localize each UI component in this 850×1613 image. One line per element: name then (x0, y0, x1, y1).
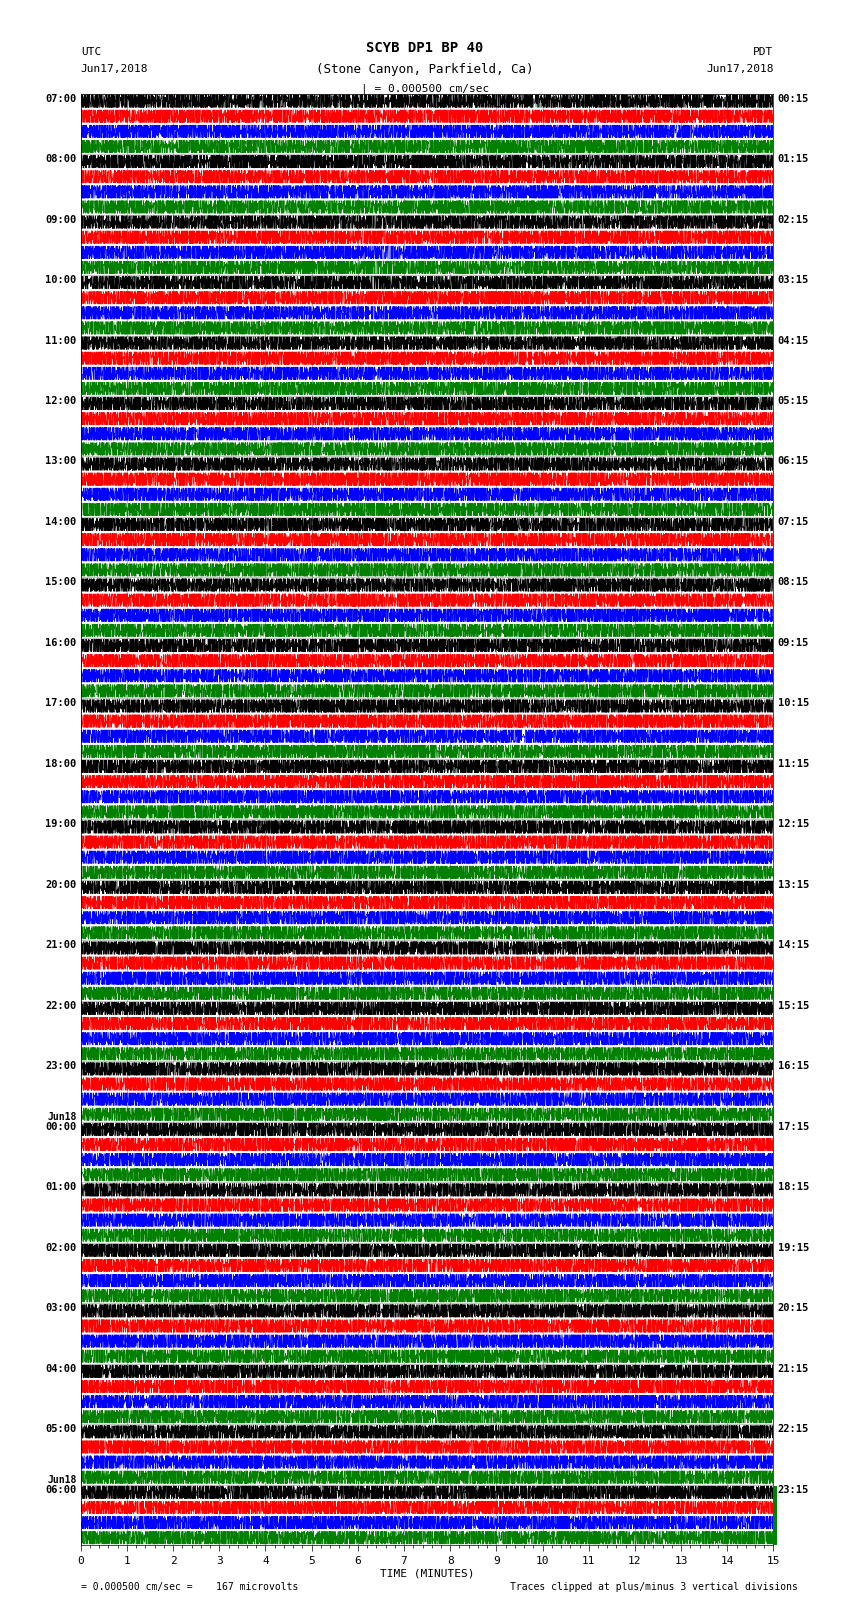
Text: 09:00: 09:00 (45, 215, 76, 224)
Text: 23:15: 23:15 (778, 1484, 809, 1495)
Text: 17:00: 17:00 (45, 698, 76, 708)
Text: 03:00: 03:00 (45, 1303, 76, 1313)
Text: PDT: PDT (753, 47, 774, 56)
Text: 19:15: 19:15 (778, 1242, 809, 1253)
Text: (Stone Canyon, Parkfield, Ca): (Stone Canyon, Parkfield, Ca) (316, 63, 534, 76)
Text: 01:15: 01:15 (778, 155, 809, 165)
Text: Traces clipped at plus/minus 3 vertical divisions: Traces clipped at plus/minus 3 vertical … (510, 1582, 798, 1592)
Text: 16:15: 16:15 (778, 1061, 809, 1071)
Text: Jun17,2018: Jun17,2018 (81, 65, 148, 74)
Text: 02:15: 02:15 (778, 215, 809, 224)
Text: 07:00: 07:00 (45, 94, 76, 103)
Text: 22:00: 22:00 (45, 1000, 76, 1011)
Text: 02:00: 02:00 (45, 1242, 76, 1253)
Text: 14:15: 14:15 (778, 940, 809, 950)
X-axis label: TIME (MINUTES): TIME (MINUTES) (380, 1568, 474, 1579)
Text: 13:15: 13:15 (778, 881, 809, 890)
Text: 17:15: 17:15 (778, 1123, 809, 1132)
Text: UTC: UTC (81, 47, 101, 56)
Text: Jun17,2018: Jun17,2018 (706, 65, 774, 74)
Text: | = 0.000500 cm/sec: | = 0.000500 cm/sec (361, 84, 489, 94)
Text: 00:15: 00:15 (778, 94, 809, 103)
Text: 22:15: 22:15 (778, 1424, 809, 1434)
Text: 20:15: 20:15 (778, 1303, 809, 1313)
Text: 06:00: 06:00 (45, 1484, 76, 1495)
Text: 01:00: 01:00 (45, 1182, 76, 1192)
Text: 16:00: 16:00 (45, 639, 76, 648)
Text: 04:15: 04:15 (778, 336, 809, 345)
Text: 03:15: 03:15 (778, 274, 809, 286)
Text: 14:00: 14:00 (45, 516, 76, 527)
Text: 15:00: 15:00 (45, 577, 76, 587)
Text: 11:15: 11:15 (778, 760, 809, 769)
Text: 09:15: 09:15 (778, 639, 809, 648)
Text: 19:00: 19:00 (45, 819, 76, 829)
Text: 21:15: 21:15 (778, 1365, 809, 1374)
Text: 05:15: 05:15 (778, 395, 809, 406)
Text: 18:00: 18:00 (45, 760, 76, 769)
Text: 10:15: 10:15 (778, 698, 809, 708)
Text: 12:00: 12:00 (45, 395, 76, 406)
Text: 10:00: 10:00 (45, 274, 76, 286)
Text: 18:15: 18:15 (778, 1182, 809, 1192)
Text: 23:00: 23:00 (45, 1061, 76, 1071)
Text: 13:00: 13:00 (45, 456, 76, 466)
Text: 05:00: 05:00 (45, 1424, 76, 1434)
Text: Jun18: Jun18 (48, 1111, 76, 1123)
Text: 00:00: 00:00 (45, 1123, 76, 1132)
Text: 04:00: 04:00 (45, 1365, 76, 1374)
Text: Jun18: Jun18 (48, 1474, 76, 1484)
Text: 08:00: 08:00 (45, 155, 76, 165)
Text: 15:15: 15:15 (778, 1000, 809, 1011)
Text: 12:15: 12:15 (778, 819, 809, 829)
Text: 06:15: 06:15 (778, 456, 809, 466)
Text: 20:00: 20:00 (45, 881, 76, 890)
Text: 07:15: 07:15 (778, 516, 809, 527)
Text: SCYB DP1 BP 40: SCYB DP1 BP 40 (366, 42, 484, 55)
Text: = 0.000500 cm/sec =    167 microvolts: = 0.000500 cm/sec = 167 microvolts (81, 1582, 298, 1592)
Text: 11:00: 11:00 (45, 336, 76, 345)
Text: 21:00: 21:00 (45, 940, 76, 950)
Text: 08:15: 08:15 (778, 577, 809, 587)
